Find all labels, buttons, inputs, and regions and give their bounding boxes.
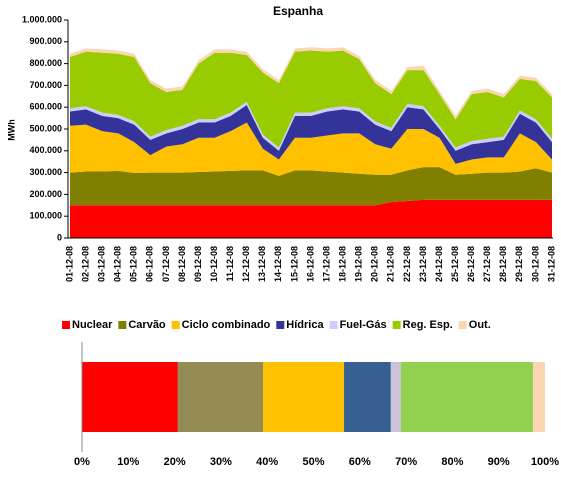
bar-segment: [532, 362, 545, 432]
legend-swatch: [171, 321, 180, 329]
bar-segment: [82, 362, 178, 432]
x-tick-label: 10-12-08: [209, 246, 219, 282]
x-tick-label: 02-12-08: [80, 246, 90, 282]
legend-swatch: [458, 321, 467, 329]
bar-segment: [263, 362, 345, 432]
area-series: [70, 105, 552, 164]
x-tick-label: 06-12-08: [145, 246, 155, 282]
area-series: [70, 167, 552, 206]
x-tick-label: 13-12-08: [257, 246, 267, 282]
legend-label: Ciclo combinado: [182, 319, 271, 331]
x-tick-label: 27-12-08: [482, 246, 492, 282]
x-tick-label: 09-12-08: [193, 246, 203, 282]
bar-segment: [390, 362, 402, 432]
y-tick-label: 1.000.000: [22, 14, 62, 24]
x-tick-label: 15-12-08: [289, 246, 299, 282]
area-series: [70, 50, 552, 148]
x-tick-label: 14-12-08: [273, 246, 283, 282]
x-tick-label: 21-12-08: [386, 246, 396, 282]
legend-swatch: [329, 321, 338, 329]
legend-swatch: [392, 321, 401, 329]
y-tick-label: 400.000: [29, 145, 62, 155]
x-tick-label: 100%: [531, 456, 559, 468]
x-tick-label: 05-12-08: [129, 246, 139, 282]
x-tick-label: 17-12-08: [321, 246, 331, 282]
legend-label: Carvão: [128, 319, 166, 331]
x-tick-label: 31-12-08: [546, 246, 556, 282]
area-series: [70, 199, 552, 238]
bar-segment: [177, 362, 264, 432]
x-tick-label: 16-12-08: [305, 246, 315, 282]
x-tick-label: 25-12-08: [450, 246, 460, 282]
y-tick-label: 200.000: [29, 189, 62, 199]
x-tick-label: 22-12-08: [402, 246, 412, 282]
y-tick-label: 600.000: [29, 102, 62, 112]
bar-segment: [401, 362, 533, 432]
legend-label: Reg. Esp.: [403, 319, 453, 331]
x-tick-label: 20%: [164, 456, 186, 468]
x-tick-label: 18-12-08: [338, 246, 348, 282]
x-tick-label: 60%: [349, 456, 371, 468]
x-tick-label: 04-12-08: [113, 246, 123, 282]
x-tick-label: 0%: [74, 456, 90, 468]
x-tick-label: 28-12-08: [498, 246, 508, 282]
y-tick-label: 700.000: [29, 80, 62, 90]
chart-title: Espanha: [273, 4, 323, 18]
x-tick-label: 11-12-08: [225, 246, 235, 282]
y-tick-label: 100.000: [29, 211, 62, 221]
legend-swatch: [62, 321, 70, 329]
x-tick-label: 40%: [256, 456, 278, 468]
legend-swatch: [276, 321, 285, 329]
x-tick-label: 10%: [117, 456, 139, 468]
x-tick-label: 07-12-08: [161, 246, 171, 282]
y-tick-label: 500.000: [29, 123, 62, 133]
y-tick-label: 900.000: [29, 36, 62, 46]
y-tick-label: 300.000: [29, 167, 62, 177]
x-tick-label: 24-12-08: [434, 246, 444, 282]
y-tick-label: 800.000: [29, 58, 62, 68]
x-tick-label: 70%: [395, 456, 417, 468]
legend-swatch: [118, 321, 127, 329]
x-tick-label: 90%: [488, 456, 510, 468]
bar-segment: [344, 362, 391, 432]
x-tick-label: 50%: [302, 456, 324, 468]
legend-label: Hídrica: [286, 319, 324, 331]
y-tick-label: 0: [57, 232, 62, 242]
x-tick-label: 20-12-08: [370, 246, 380, 282]
legend-label: Nuclear: [72, 319, 113, 331]
x-tick-label: 29-12-08: [514, 246, 524, 282]
legend-label: Fuel-Gás: [340, 319, 387, 331]
x-tick-label: 03-12-08: [97, 246, 107, 282]
area-series: [70, 122, 552, 176]
y-axis-label: MWh: [6, 119, 16, 141]
x-tick-label: 23-12-08: [418, 246, 428, 282]
x-tick-label: 30%: [210, 456, 232, 468]
legend-label: Out.: [469, 319, 491, 331]
x-tick-label: 12-12-08: [241, 246, 251, 282]
x-tick-label: 19-12-08: [354, 246, 364, 282]
x-tick-label: 80%: [441, 456, 463, 468]
x-tick-label: 30-12-08: [530, 246, 540, 282]
x-tick-label: 26-12-08: [466, 246, 476, 282]
x-tick-label: 01-12-08: [64, 246, 74, 282]
x-tick-label: 08-12-08: [177, 246, 187, 282]
